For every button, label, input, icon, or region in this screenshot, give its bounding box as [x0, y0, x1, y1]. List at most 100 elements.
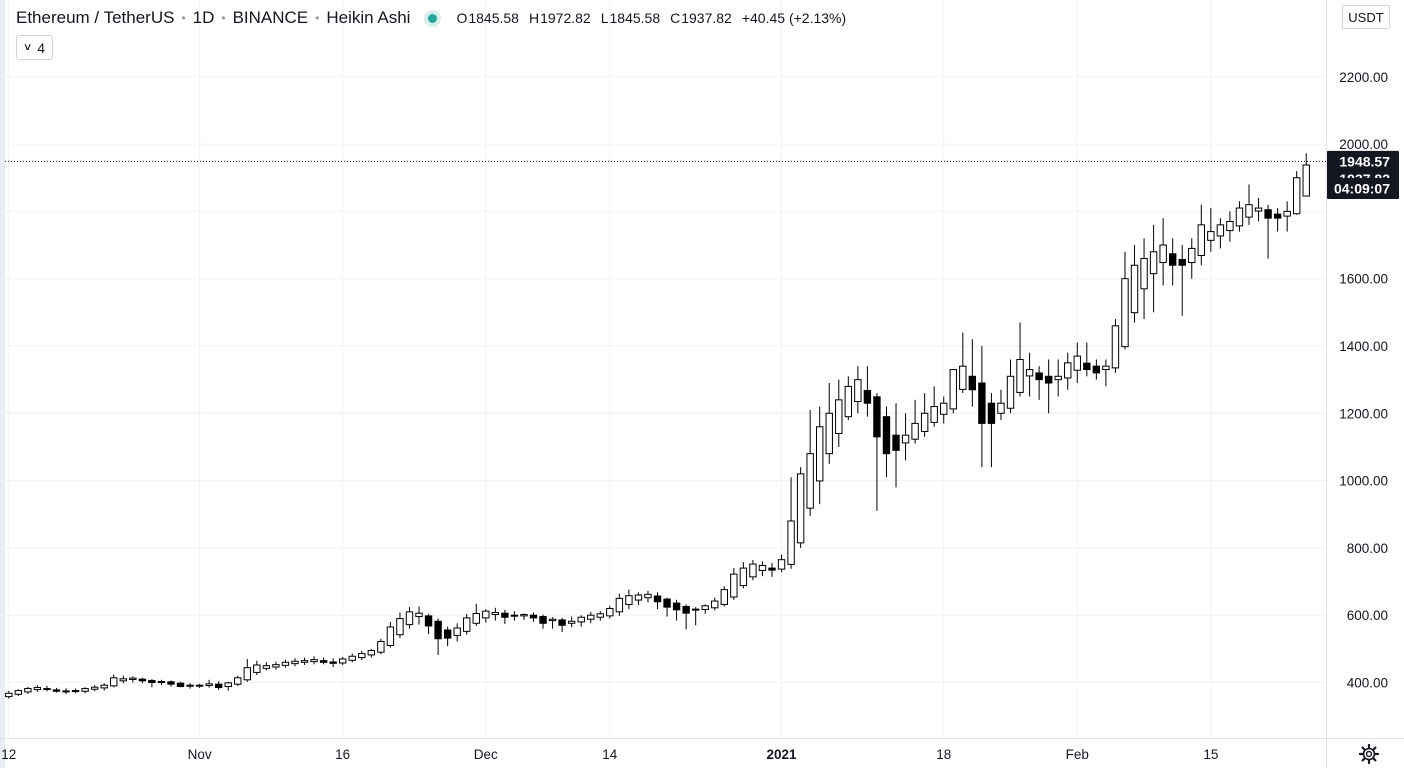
candle-bearish [682, 604, 690, 630]
candle-body [1102, 365, 1110, 371]
interval-label[interactable]: 1D [192, 8, 215, 27]
price-tag: 1948.57 [1327, 150, 1399, 172]
candle-bullish [1111, 319, 1120, 373]
price-tick-label: 1400.00 [1339, 339, 1388, 354]
candle-bearish [968, 339, 977, 407]
candle-bullish [1188, 238, 1196, 279]
market-status-icon[interactable] [420, 7, 444, 29]
candle-body [1168, 253, 1177, 266]
candle-body [787, 520, 795, 565]
candle-body [1092, 365, 1101, 374]
candle-bullish [1235, 201, 1244, 232]
candle-body [234, 677, 242, 685]
candle-body [472, 613, 480, 624]
candle-body [1064, 362, 1072, 379]
candle-body [987, 402, 996, 424]
candle-body [567, 620, 576, 624]
candle-body [1226, 220, 1234, 232]
candle-body [1264, 209, 1272, 219]
indicators-toggle-button[interactable]: ∨ 4 [16, 35, 53, 60]
candle-body [43, 688, 51, 691]
candle-body [882, 416, 891, 455]
candle-bullish [81, 687, 89, 694]
candle-bullish [1245, 184, 1253, 225]
candle-body [253, 664, 261, 673]
candle-bullish [405, 607, 414, 629]
candle-bullish [14, 689, 23, 696]
high-label: H [528, 10, 540, 26]
candle-body [1302, 164, 1310, 197]
chart-style-label[interactable]: Heikin Ashi [326, 8, 411, 27]
candle-bullish [482, 609, 490, 623]
candle-body [615, 597, 624, 613]
candle-bearish [672, 599, 681, 621]
candle-bearish [653, 592, 662, 610]
candle-bullish [205, 679, 213, 688]
candle-bullish [930, 386, 938, 427]
candle-body [949, 369, 957, 410]
candle-bullish [1216, 218, 1225, 249]
chevron-down-icon: ∨ [22, 42, 33, 53]
candle-bullish [377, 638, 385, 655]
candle-bullish [348, 653, 356, 663]
candle-body [443, 629, 452, 639]
candle-bearish [882, 406, 891, 478]
candle-body [148, 679, 156, 684]
candle-bullish [1006, 359, 1015, 414]
candle-bearish [892, 403, 900, 488]
price-tick-label: 400.00 [1347, 676, 1388, 691]
candle-bullish [997, 389, 1005, 421]
candle-body [816, 426, 824, 482]
candle-bullish [816, 406, 824, 505]
candle-body [90, 686, 99, 690]
candle-body [529, 614, 538, 619]
symbol-name[interactable]: Ethereum / TetherUS [16, 8, 175, 27]
candle-body [806, 453, 814, 509]
separator-dot: • [315, 11, 320, 25]
candle-bearish [1273, 208, 1282, 232]
candle-bullish [1025, 352, 1034, 397]
candle-body [405, 611, 414, 626]
candle-bearish [214, 681, 223, 690]
candle-body [281, 661, 290, 666]
grid-lines [0, 0, 1326, 738]
candle-body [930, 406, 938, 423]
candle-bearish [510, 611, 519, 621]
candle-body [701, 605, 709, 610]
candle-bearish [768, 562, 776, 577]
candle-bullish [739, 562, 748, 589]
candle-bullish [5, 690, 13, 699]
candle-body [1111, 325, 1120, 369]
time-tick-label: 2021 [767, 747, 798, 762]
candle-body [14, 690, 23, 695]
candle-body [510, 614, 519, 617]
candle-body [424, 615, 433, 627]
candles [5, 153, 1310, 699]
candle-bullish [959, 332, 967, 394]
candle-bullish [796, 467, 805, 548]
candle-bullish [1016, 322, 1024, 397]
candle-body [415, 612, 423, 618]
currency-button[interactable]: USDT [1342, 5, 1390, 29]
exchange-label: BINANCE [232, 8, 309, 27]
candle-body [81, 688, 89, 692]
candle-bullish [758, 561, 767, 577]
candle-bullish [253, 660, 261, 676]
candle-bullish [711, 597, 719, 611]
price-tags: 1948.571937.8204:09:07 [1327, 150, 1399, 200]
candle-body [835, 399, 843, 434]
time-tick-label: 14 [602, 747, 618, 762]
candle-bearish [148, 679, 156, 688]
candle-bullish [472, 603, 480, 626]
candle-body [176, 682, 185, 688]
candle-bullish [606, 605, 614, 619]
settings-gear-icon[interactable] [1357, 742, 1381, 766]
candle-bearish [1168, 238, 1177, 286]
separator-dot: • [221, 11, 226, 25]
candle-body [1197, 224, 1205, 256]
candle-bullish [634, 592, 643, 606]
candle-bullish [1159, 218, 1167, 286]
candle-bearish [529, 612, 538, 622]
candle-bullish [587, 611, 595, 624]
